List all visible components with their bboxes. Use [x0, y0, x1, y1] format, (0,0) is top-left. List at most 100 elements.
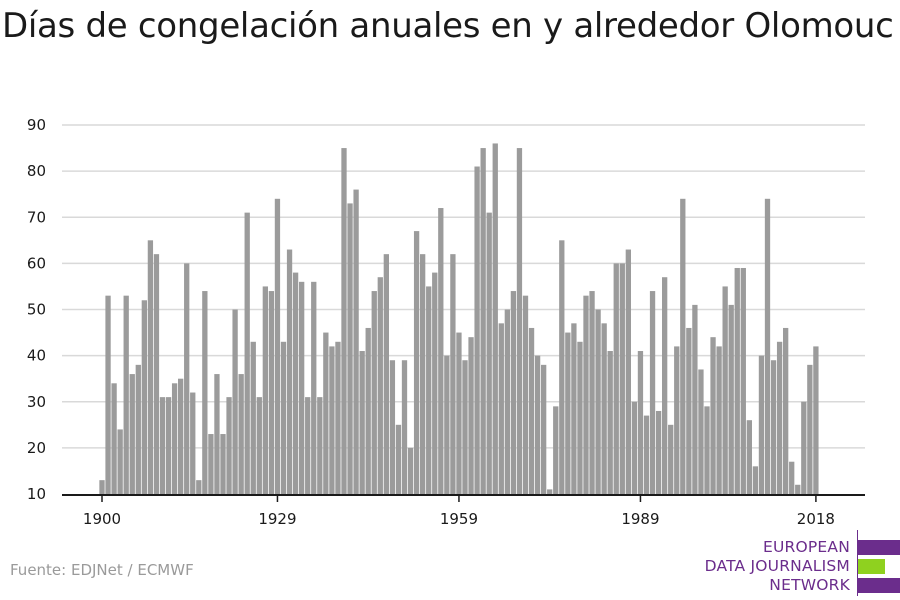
- bar-1919: [214, 374, 220, 494]
- bar-1980: [583, 295, 589, 494]
- bar-2014: [789, 461, 795, 494]
- bar-2015: [795, 484, 801, 494]
- bar-1988: [631, 401, 638, 494]
- bar-1959: [456, 332, 462, 494]
- bar-1994: [668, 424, 674, 494]
- bars: [99, 143, 819, 495]
- bar-1972: [534, 355, 541, 494]
- bar-1982: [595, 309, 601, 494]
- bar-1937: [323, 332, 329, 494]
- bar-1917: [202, 291, 208, 494]
- bar-1954: [426, 286, 432, 494]
- bar-2001: [710, 337, 716, 494]
- bar-1916: [196, 480, 202, 494]
- bar-1913: [178, 378, 184, 494]
- bar-1925: [250, 341, 256, 494]
- logo-bar-green: [858, 559, 885, 574]
- bar-1962: [474, 166, 480, 494]
- y-tick-label: 80: [27, 162, 46, 180]
- bar-1979: [577, 341, 583, 494]
- bar-2013: [783, 327, 789, 494]
- bar-2018: [813, 346, 819, 494]
- bar-2002: [716, 346, 722, 494]
- bar-1957: [444, 355, 450, 494]
- logo-bar-purple-bottom: [858, 578, 900, 593]
- bar-1974: [547, 489, 553, 494]
- bar-2004: [728, 304, 734, 494]
- bar-1948: [389, 360, 396, 494]
- logo-line-2: DATA JOURNALISM: [704, 557, 850, 575]
- bar-1991: [649, 291, 656, 494]
- logo-line-1: EUROPEAN: [762, 538, 850, 556]
- bar-1967: [504, 309, 510, 494]
- bar-1978: [571, 323, 577, 494]
- y-tick-label: 90: [27, 116, 46, 134]
- bar-1981: [589, 291, 595, 494]
- bar-1964: [486, 212, 492, 494]
- bar-2000: [704, 406, 710, 494]
- bar-1975: [553, 406, 559, 494]
- bar-1996: [680, 198, 686, 495]
- source-note: Fuente: EDJNet / ECMWF: [10, 561, 194, 579]
- bar-1943: [359, 351, 365, 494]
- bar-1903: [117, 429, 123, 494]
- bar-1901: [105, 295, 111, 494]
- bar-1918: [208, 434, 214, 494]
- bar-1961: [468, 337, 474, 494]
- bar-1976: [559, 240, 565, 494]
- bar-1998: [692, 304, 698, 494]
- bar-1900: [99, 480, 105, 494]
- bar-1910: [159, 397, 166, 494]
- bar-1904: [123, 295, 129, 494]
- bar-1911: [165, 397, 172, 494]
- bar-1938: [329, 346, 335, 494]
- bar-2005: [734, 267, 740, 494]
- bar-2009: [758, 355, 765, 494]
- bar-1958: [450, 254, 456, 494]
- bar-1929: [274, 198, 281, 495]
- bar-1921: [226, 397, 232, 494]
- bar-2003: [722, 286, 728, 494]
- bar-1990: [643, 415, 650, 494]
- bar-1953: [420, 254, 426, 494]
- bar-2007: [746, 420, 752, 494]
- bar-1924: [244, 212, 250, 494]
- bar-1928: [268, 291, 275, 494]
- x-axis-ticks: 1900 1929 1959 1989 2018: [83, 495, 835, 528]
- bar-1989: [637, 351, 644, 494]
- bar-1908: [147, 240, 154, 494]
- bar-1906: [135, 364, 141, 494]
- y-tick-label: 50: [27, 301, 46, 319]
- bar-1915: [190, 392, 196, 494]
- bar-1960: [462, 360, 468, 494]
- bar-1940: [341, 148, 347, 494]
- bar-1970: [522, 295, 529, 494]
- y-axis-ticks: 10 20 30 40 50 60 70 80 90: [27, 116, 46, 503]
- bar-1914: [184, 263, 190, 494]
- bar-1905: [129, 374, 135, 494]
- x-tick-label: 1959: [440, 510, 478, 528]
- bar-1985: [613, 263, 619, 494]
- bar-2010: [764, 198, 771, 495]
- bar-1934: [305, 397, 311, 494]
- y-tick-label: 30: [27, 393, 46, 411]
- bar-1977: [565, 332, 571, 494]
- chart-title: Días de congelación anuales en y alreded…: [2, 6, 894, 46]
- bar-1965: [492, 143, 498, 494]
- bar-1951: [407, 447, 414, 494]
- bar-1997: [686, 327, 692, 494]
- x-tick-label: 2018: [797, 510, 835, 528]
- bar-1999: [698, 369, 704, 494]
- x-tick-label: 1900: [83, 510, 121, 528]
- edjnet-logo[interactable]: EUROPEAN DATA JOURNALISM NETWORK: [700, 530, 900, 596]
- bar-1946: [377, 277, 383, 494]
- logo-line-3: NETWORK: [769, 576, 850, 594]
- bar-1949: [395, 424, 402, 494]
- bar-1926: [256, 397, 262, 494]
- bar-2006: [740, 267, 746, 494]
- bar-1936: [317, 397, 323, 494]
- bar-2011: [770, 360, 777, 494]
- bar-1939: [335, 341, 341, 494]
- bar-1947: [383, 254, 389, 494]
- bar-1923: [238, 374, 244, 494]
